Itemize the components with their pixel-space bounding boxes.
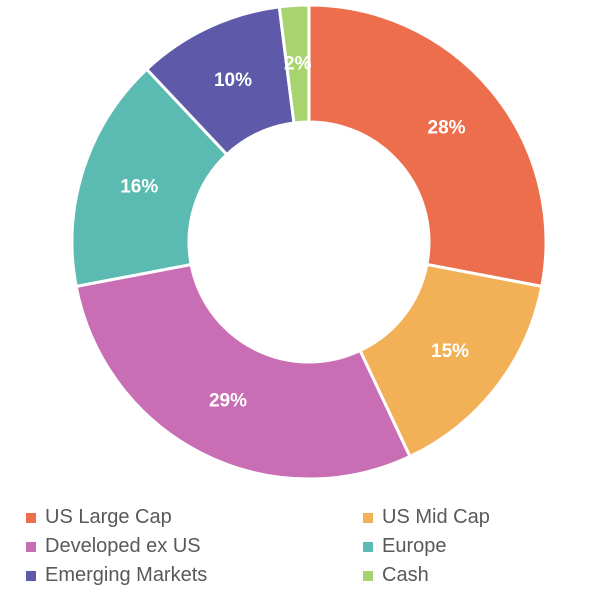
slice-label-cash: 2%: [284, 53, 312, 74]
slice-label-developed-ex-us: 29%: [209, 391, 247, 412]
legend-item-us-mid-cap: US Mid Cap: [363, 503, 563, 532]
slice-europe: [70, 67, 229, 289]
legend-item-cash: Cash: [363, 561, 563, 590]
legend-swatch-us-mid-cap: [363, 512, 373, 523]
legend-label-us-mid-cap: US Mid Cap: [382, 506, 490, 528]
legend-swatch-europe: [363, 541, 373, 552]
slice-label-us-mid-cap: 15%: [431, 341, 469, 362]
slice-labels-group: 28% 15% 29% 16% 10% 2%: [120, 53, 469, 411]
legend-label-us-large-cap: US Large Cap: [45, 506, 172, 528]
slice-cash: [277, 3, 311, 125]
legend-label-europe: Europe: [382, 535, 447, 557]
legend-label-emerging-markets: Emerging Markets: [45, 564, 208, 586]
slices-group: [70, 3, 548, 481]
legend-swatch-emerging-markets: [26, 570, 36, 581]
slice-label-europe: 16%: [120, 176, 158, 197]
legend-swatch-us-large-cap: [26, 512, 36, 523]
legend-item-europe: Europe: [363, 532, 563, 561]
donut-chart-svg: 28% 15% 29% 16% 10% 2%: [70, 3, 548, 481]
slice-us-mid-cap: [358, 262, 544, 459]
legend-swatch-developed-ex-us: [26, 541, 36, 552]
slice-label-us-large-cap: 28%: [428, 118, 466, 139]
legend-label-developed-ex-us: Developed ex US: [45, 535, 201, 557]
legend-item-developed-ex-us: Developed ex US: [26, 532, 363, 561]
slice-developed-ex-us: [74, 262, 412, 481]
chart-legend: US Large Cap US Mid Cap Developed ex US …: [26, 503, 566, 590]
slice-us-large-cap: [307, 3, 548, 289]
slice-label-emerging-markets: 10%: [214, 70, 252, 91]
legend-swatch-cash: [363, 570, 373, 581]
legend-item-emerging-markets: Emerging Markets: [26, 561, 363, 590]
legend-item-us-large-cap: US Large Cap: [26, 503, 363, 532]
legend-label-cash: Cash: [382, 564, 429, 586]
